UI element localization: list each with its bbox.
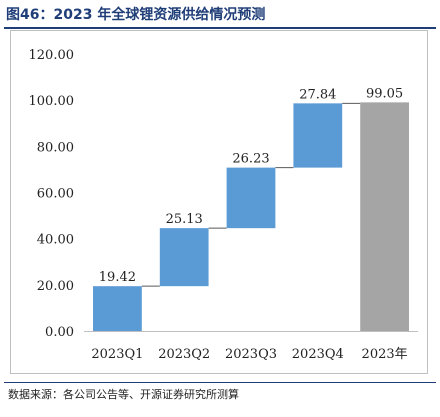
- data-label: 25.13: [166, 212, 203, 227]
- source-rule: [4, 382, 436, 383]
- y-tick-label: 120.00: [29, 48, 75, 63]
- title-rule: [4, 27, 436, 29]
- y-tick-label: 60.00: [37, 187, 74, 202]
- y-tick-label: 0.00: [45, 325, 74, 340]
- data-label: 99.05: [366, 86, 403, 101]
- x-tick-label: 2023Q3: [225, 347, 277, 362]
- bar-increment: [159, 228, 209, 287]
- y-axis-labels: 0.00 20.00 40.00 60.00 80.00 100.00 120.00: [29, 48, 75, 340]
- y-tick-label: 80.00: [37, 140, 74, 155]
- x-tick-label: 2023Q2: [158, 347, 210, 362]
- bar-increment: [293, 103, 343, 168]
- data-labels: 19.42 25.13 26.23 27.84 99.05: [99, 86, 403, 285]
- figure-title: 图46：2023 年全球锂资源供给情况预测: [6, 7, 266, 23]
- x-tick-label: 2023年: [362, 347, 408, 362]
- y-tick-label: 20.00: [37, 279, 74, 294]
- bar-total: [360, 102, 409, 331]
- bars: [93, 102, 409, 331]
- data-label: 27.84: [299, 87, 336, 102]
- connector-lines: [141, 102, 361, 287]
- bar-increment: [226, 167, 276, 229]
- y-tick-label: 40.00: [37, 233, 74, 248]
- x-axis-labels: 2023Q1 2023Q2 2023Q3 2023Q4 2023年: [91, 347, 407, 362]
- x-tick-label: 2023Q4: [292, 347, 344, 362]
- data-label: 26.23: [232, 152, 269, 167]
- y-tick-label: 100.00: [29, 94, 75, 109]
- data-label: 19.42: [99, 270, 136, 285]
- source-note: 数据来源：各公司公告等、开源证券研究所测算: [8, 388, 239, 401]
- plot-frame: [10, 30, 428, 374]
- bar-increment: [93, 286, 142, 331]
- x-tick-label: 2023Q1: [91, 347, 143, 362]
